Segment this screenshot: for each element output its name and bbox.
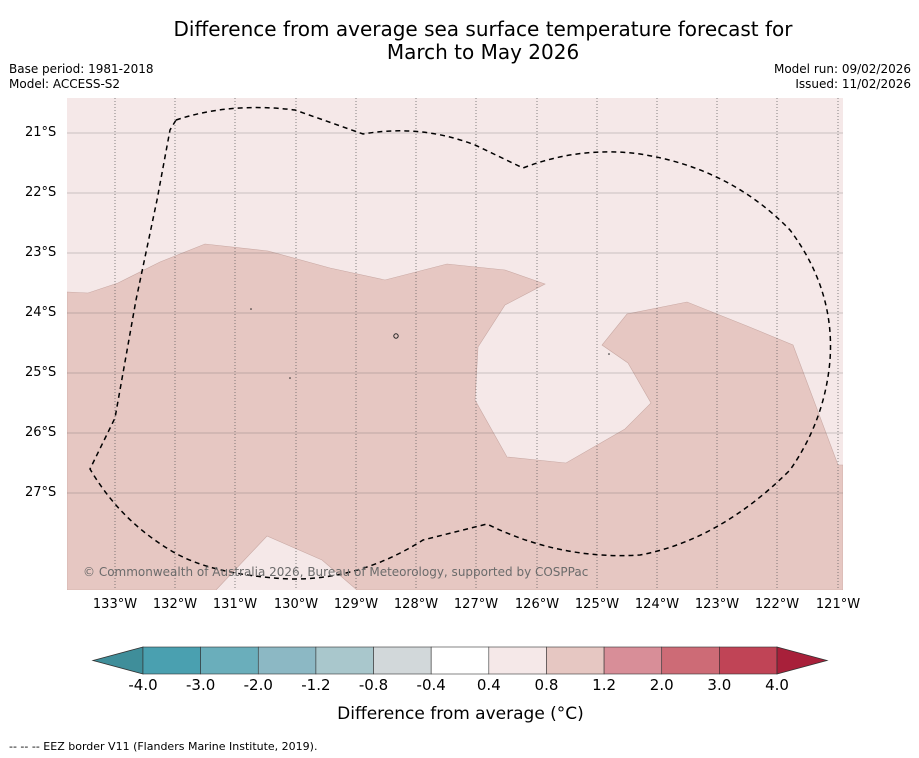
colorbar-tick-label: 2.0 — [649, 676, 674, 694]
island-dot-1 — [250, 308, 252, 310]
island-marker — [393, 333, 399, 339]
lon-label: 123°W — [694, 597, 740, 612]
chart-title: Difference from average sea surface temp… — [0, 18, 919, 64]
title-line-1: Difference from average sea surface temp… — [173, 17, 793, 41]
colorbar-segment — [719, 646, 778, 675]
eez-footnote: -- -- -- EEZ border V11 (Flanders Marine… — [9, 740, 318, 753]
lon-label: 129°W — [333, 597, 379, 612]
colorbar-tick-label: -0.4 — [416, 676, 446, 694]
island-dot-2 — [289, 377, 291, 379]
lat-label: 26°S — [25, 425, 57, 440]
lat-label: 25°S — [25, 365, 57, 380]
issued-date: Issued: 11/02/2026 — [795, 77, 911, 91]
lon-label: 128°W — [393, 597, 439, 612]
lat-label: 22°S — [25, 185, 57, 200]
meta-left: Base period: 1981-2018 Model: ACCESS-S2 — [9, 62, 154, 92]
eez-border — [89, 106, 832, 580]
colorbar-tick-label: 1.2 — [592, 676, 617, 694]
colorbar-segment — [603, 646, 663, 675]
lon-label: 121°W — [815, 597, 861, 612]
island-dot-3 — [608, 353, 610, 355]
colorbar-segment — [661, 646, 720, 675]
base-period: Base period: 1981-2018 — [9, 62, 154, 76]
lon-label: 124°W — [634, 597, 680, 612]
lat-label: 21°S — [25, 125, 57, 140]
colorbar-title: Difference from average (°C) — [337, 704, 584, 724]
lon-label: 126°W — [514, 597, 560, 612]
colorbar-segment — [488, 646, 547, 675]
colorbar-extend-high — [776, 646, 829, 675]
anomaly-band-0.8-1.2 — [67, 243, 843, 590]
colorbar-segment — [257, 646, 317, 675]
lon-label: 130°W — [273, 597, 319, 612]
model-run: Model run: 09/02/2026 — [773, 62, 911, 76]
lat-label: 27°S — [25, 485, 57, 500]
graticule — [67, 98, 843, 590]
colorbar-segment — [430, 646, 490, 675]
lon-label: 131°W — [212, 597, 258, 612]
colorbar-segment — [200, 646, 259, 675]
lon-label: 127°W — [453, 597, 499, 612]
lon-label: 132°W — [152, 597, 198, 612]
lon-label: 122°W — [754, 597, 800, 612]
colorbar-tick-label: -0.8 — [358, 676, 389, 694]
colorbar-segment — [546, 646, 605, 675]
colorbar-tick-label: -3.0 — [185, 676, 216, 694]
colorbar-segment — [142, 646, 201, 675]
lat-label: 23°S — [25, 245, 57, 260]
colorbar-segment — [315, 646, 374, 675]
copyright-notice: © Commonwealth of Australia 2026, Bureau… — [83, 565, 589, 579]
model-name: Model: ACCESS-S2 — [9, 77, 121, 91]
colorbar-tick-label: -4.0 — [128, 676, 158, 694]
colorbar-tick-label: 0.8 — [534, 676, 559, 694]
map-area — [67, 98, 843, 590]
meta-right: Model run: 09/02/2026 Issued: 11/02/2026 — [774, 62, 911, 92]
title-line-2: March to May 2026 — [386, 40, 580, 64]
colorbar-segment — [373, 646, 432, 675]
colorbar-tick-label: 4.0 — [765, 676, 789, 694]
colorbar-tick-label: -1.2 — [301, 676, 331, 694]
colorbar-tick-label: 0.4 — [476, 676, 501, 694]
lat-label: 24°S — [25, 305, 57, 320]
colorbar — [91, 646, 829, 675]
lon-label: 125°W — [574, 597, 620, 612]
colorbar-tick-label: -2.0 — [243, 676, 273, 694]
colorbar-extend-low — [91, 646, 144, 675]
colorbar-tick-label: 3.0 — [707, 676, 732, 694]
lon-label: 133°W — [92, 597, 138, 612]
